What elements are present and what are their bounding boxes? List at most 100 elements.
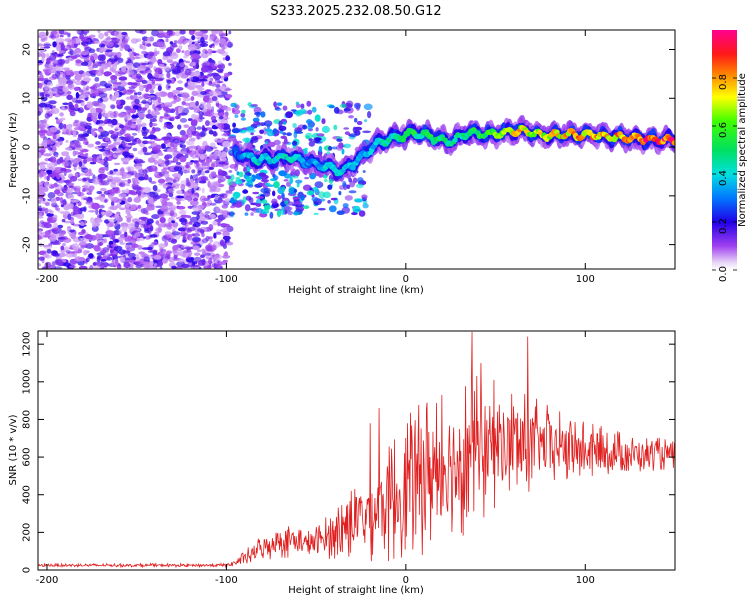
heatmap-cell: [135, 165, 142, 170]
heatmap-cell: [80, 221, 85, 227]
heatmap-cell: [52, 133, 57, 140]
heatmap-cell: [165, 110, 174, 114]
heatmap-cell: [63, 186, 68, 192]
heatmap-cell: [157, 59, 163, 65]
heatmap-cell: [141, 122, 147, 128]
heatmap-cell: [62, 32, 71, 36]
heatmap-cell: [191, 236, 201, 243]
heatmap-cell: [125, 188, 130, 194]
heatmap-cell: [129, 53, 134, 60]
heatmap-cell: [55, 154, 59, 158]
heatmap-cell: [91, 100, 100, 107]
heatmap-cell: [216, 90, 222, 95]
heatmap-cell: [158, 213, 165, 218]
heatmap-cell: [214, 194, 219, 201]
heatmap-cell: [69, 265, 77, 268]
heatmap-cell: [224, 94, 233, 99]
heatmap-cell: [214, 140, 224, 143]
heatmap-cell: [159, 32, 166, 36]
heatmap-cell: [38, 205, 42, 212]
heatmap-cell: [154, 72, 159, 78]
heatmap-cell: [149, 36, 155, 42]
heatmap-cell: [207, 181, 211, 188]
heatmap-cell: [133, 95, 138, 99]
heatmap-cell: [274, 107, 282, 111]
heatmap-cell: [90, 107, 97, 114]
heatmap-cell: [59, 49, 64, 54]
heatmap-cell: [161, 168, 167, 173]
heatmap-cell: [63, 123, 67, 129]
heatmap-cell: [342, 203, 349, 208]
heatmap-cell: [38, 102, 47, 108]
heatmap-cell: [177, 106, 185, 110]
heatmap-cell: [173, 31, 181, 37]
heatmap-cell: [278, 125, 287, 131]
heatmap-cell: [246, 127, 251, 130]
heatmap-cell: [191, 41, 195, 45]
heatmap-cell: [192, 174, 199, 181]
heatmap-cell: [118, 229, 123, 236]
heatmap-cell: [284, 200, 289, 205]
heatmap-cell: [186, 170, 190, 174]
heatmap-cell: [75, 30, 82, 34]
heatmap-cell: [175, 266, 183, 269]
heatmap-cell: [230, 102, 237, 108]
heatmap-cell: [46, 213, 54, 217]
heatmap-cell: [148, 266, 156, 269]
heatmap-cell: [286, 181, 291, 187]
heatmap-cell: [70, 199, 80, 203]
heatmap-cell: [43, 43, 52, 47]
heatmap-cell: [67, 40, 74, 47]
heatmap-cell: [132, 105, 139, 110]
heatmap-cell: [124, 106, 131, 111]
heatmap-cell: [154, 83, 162, 86]
heatmap-cell: [134, 30, 144, 34]
heatmap-cell: [118, 249, 127, 255]
heatmap-cell: [343, 108, 351, 112]
heatmap-cell: [74, 256, 82, 262]
heatmap-cell: [222, 243, 227, 249]
heatmap-cell: [314, 188, 320, 193]
heatmap-cell: [165, 250, 173, 255]
heatmap-cell: [133, 56, 141, 59]
heatmap-cell: [218, 33, 226, 37]
heatmap-cell: [313, 137, 320, 144]
heatmap-cell: [263, 120, 273, 127]
heatmap-cell: [180, 252, 189, 258]
heatmap-cell: [181, 50, 185, 53]
heatmap-cell: [144, 229, 151, 233]
heatmap-cell: [193, 256, 202, 263]
heatmap-cell: [85, 141, 89, 146]
heatmap-cell: [157, 96, 161, 104]
heatmap-cell: [65, 203, 74, 210]
heatmap-cell: [75, 59, 82, 64]
heatmap-cell: [272, 128, 278, 135]
heatmap-cell: [80, 51, 89, 56]
snr-frame: [37, 330, 676, 571]
heatmap-cell: [39, 86, 42, 89]
heatmap-cell: [95, 141, 101, 145]
heatmap-cell: [161, 235, 168, 242]
heatmap-cell: [72, 134, 77, 138]
heatmap-cell: [121, 66, 127, 72]
heatmap-cell: [74, 119, 80, 123]
heatmap-cell: [186, 140, 195, 146]
heatmap-cell: [54, 266, 63, 269]
heatmap-cell: [200, 230, 204, 235]
heatmap-cell: [38, 151, 42, 159]
heatmap-cell: [76, 75, 82, 81]
heatmap-cell: [130, 101, 136, 106]
heatmap-cell: [190, 256, 195, 261]
heatmap-cell: [153, 172, 158, 176]
heatmap-cell: [189, 76, 194, 81]
heatmap-cell: [354, 103, 361, 109]
heatmap-cell: [91, 115, 98, 121]
heatmap-cell: [64, 59, 70, 64]
heatmap-cell: [135, 139, 140, 144]
heatmap-cell: [84, 125, 92, 130]
heatmap-cell: [213, 232, 217, 239]
heatmap-cell: [195, 32, 199, 36]
heatmap-cell: [38, 130, 48, 134]
heatmap-cell: [211, 96, 218, 102]
